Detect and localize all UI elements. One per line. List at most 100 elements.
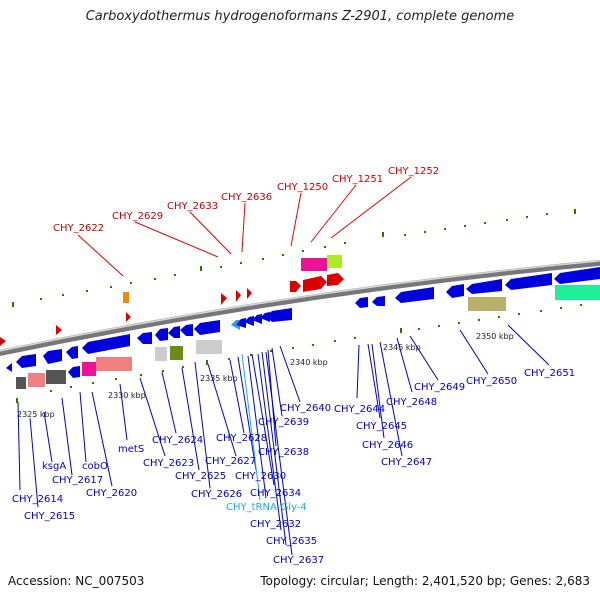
feature-box-yellowgreen[interactable]	[327, 255, 342, 268]
gene-arrow[interactable]	[155, 328, 168, 341]
gene-box-dark[interactable]	[46, 370, 66, 384]
feature-arrow[interactable]	[303, 276, 327, 292]
gene-label-chy-2615: CHY_2615	[24, 511, 75, 522]
feature-arrow[interactable]	[221, 293, 227, 305]
feature-label-chy-1252: CHY_1252	[388, 166, 439, 177]
gene-leader-lines	[17, 324, 550, 556]
gene-label-chy-2645: CHY_2645	[356, 421, 407, 432]
gene-label-chy-2627: CHY_2627	[205, 456, 256, 467]
gene-box-gray[interactable]	[196, 340, 222, 354]
gene-arrow[interactable]	[395, 287, 434, 303]
gene-label-chy-2651: CHY_2651	[524, 368, 575, 379]
gene-arrow[interactable]	[466, 279, 502, 294]
scale-label-2345: 2345 kbp	[383, 343, 421, 352]
feature-label-chy-2622: CHY_2622	[53, 223, 104, 234]
gene-label-chy-2623: CHY_2623	[143, 458, 194, 469]
gene-arrow[interactable]	[68, 366, 80, 378]
feature-arrow[interactable]	[290, 281, 301, 292]
gene-label-chy-2650: CHY_2650	[466, 376, 517, 387]
feature-arrow[interactable]	[247, 288, 252, 299]
feature-label-chy-2629: CHY_2629	[112, 211, 163, 222]
feature-label-chy-2636: CHY_2636	[221, 192, 272, 203]
gene-box-mint[interactable]	[555, 285, 600, 300]
gene-arrow[interactable]	[180, 324, 193, 336]
upper-feature-track	[0, 255, 344, 346]
lower-gene-track	[6, 267, 600, 389]
feature-arrow[interactable]	[0, 337, 6, 346]
gene-label-chy-2624: CHY_2624	[152, 435, 203, 446]
inner-tick-track	[16, 304, 582, 403]
gene-label-chy-2648: CHY_2648	[386, 397, 437, 408]
gene-arrow[interactable]	[6, 363, 12, 372]
gene-arrow[interactable]	[244, 316, 254, 326]
gene-arrow[interactable]	[66, 346, 78, 359]
feature-arrow[interactable]	[236, 290, 241, 302]
gene-label-chy-2640: CHY_2640	[280, 403, 331, 414]
gene-label-chy-2632: CHY_2632	[250, 519, 301, 530]
feature-leader-lines	[77, 176, 412, 277]
gene-arrow[interactable]	[260, 312, 270, 322]
scale-label-2330: 2330 kbp	[108, 391, 146, 400]
trna-arrow[interactable]	[231, 320, 240, 330]
feature-label-chy-1250: CHY_1250	[277, 182, 328, 193]
gene-arrow[interactable]	[82, 334, 130, 354]
feature-arrow[interactable]	[56, 325, 62, 335]
gene-label-chy-2647: CHY_2647	[381, 457, 432, 468]
gene-label-chy-2637: CHY_2637	[273, 555, 324, 566]
gene-box-pink[interactable]	[96, 357, 132, 371]
gene-label-ksga: ksgA	[42, 461, 66, 472]
gene-arrow[interactable]	[554, 267, 600, 284]
gene-label-chy-2620: CHY_2620	[86, 488, 137, 499]
gene-box-magenta[interactable]	[82, 362, 96, 376]
feature-arrow[interactable]	[327, 273, 344, 286]
gene-box-olive[interactable]	[170, 346, 183, 360]
gene-arrow[interactable]	[137, 332, 152, 344]
gene-label-chy-2644: CHY_2644	[334, 404, 385, 415]
gene-label-mets: metS	[118, 444, 144, 455]
gene-box-gray[interactable]	[155, 347, 167, 361]
gene-arrow[interactable]	[446, 284, 464, 298]
gene-label-chy-2625: CHY_2625	[175, 471, 226, 482]
gene-arrow[interactable]	[355, 297, 368, 308]
gene-box-dark[interactable]	[16, 377, 26, 389]
gene-label-chy-2617: CHY_2617	[52, 475, 103, 486]
gene-label-chy-2630: CHY_2630	[235, 471, 286, 482]
gene-label-chy-2626: CHY_2626	[191, 489, 242, 500]
gene-label-chy-2649: CHY_2649	[414, 382, 465, 393]
gene-arrow[interactable]	[43, 349, 62, 364]
feature-arrow[interactable]	[126, 312, 131, 322]
outer-tick-track	[12, 209, 576, 307]
accession-text: Accession: NC_007503	[8, 574, 145, 588]
gene-box-pink[interactable]	[28, 373, 45, 387]
scale-label-2325: 2325 kbp	[17, 410, 55, 419]
gene-label-chy-2646: CHY_2646	[362, 440, 413, 451]
gene-arrow[interactable]	[236, 318, 246, 328]
gene-label-chy-2638: CHY_2638	[258, 447, 309, 458]
gene-arrow[interactable]	[372, 296, 385, 306]
gene-label-chy-2628: CHY_2628	[216, 433, 267, 444]
feature-box-magenta[interactable]	[301, 258, 327, 271]
gene-arrow[interactable]	[194, 320, 220, 335]
genome-backbone	[0, 259, 600, 356]
gene-arrow[interactable]	[168, 326, 180, 338]
scale-label-2340: 2340 kbp	[290, 358, 328, 367]
gene-box-khaki[interactable]	[468, 297, 506, 311]
gene-arrow[interactable]	[266, 308, 292, 322]
gene-arrow[interactable]	[505, 273, 552, 290]
gene-arrow[interactable]	[252, 314, 262, 324]
genome-backbone-highlight	[0, 260, 600, 352]
feature-box-orange[interactable]	[123, 292, 129, 303]
gene-arrow[interactable]	[16, 354, 36, 368]
gene-label-chy-2639: CHY_2639	[258, 417, 309, 428]
gene-label-cobo: cobO	[82, 461, 108, 472]
gene-label-chy-2634: CHY_2634	[250, 488, 301, 499]
gene-label-chy-2635: CHY_2635	[266, 536, 317, 547]
scale-label-2335: 2335 kbp	[200, 374, 238, 383]
gene-label-chy-2614: CHY_2614	[12, 494, 63, 505]
feature-label-chy-1251: CHY_1251	[332, 174, 383, 185]
trna-label-chy-trna-gly-4: CHY_tRNA-Gly-4	[226, 502, 307, 513]
genome-title: Carboxydothermus hydrogenoformans Z-2901…	[85, 9, 515, 24]
topology-text: Topology: circular; Length: 2,401,520 bp…	[260, 574, 590, 588]
